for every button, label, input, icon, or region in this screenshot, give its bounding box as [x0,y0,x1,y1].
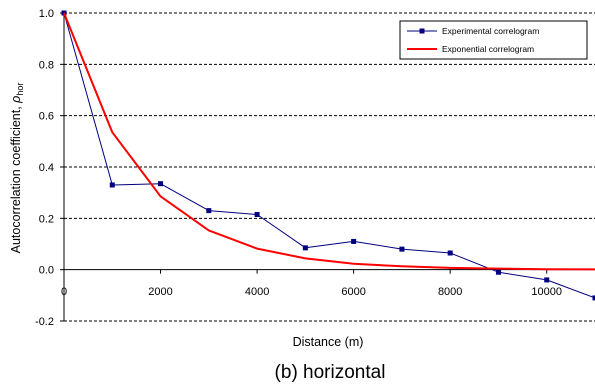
x-tick-label: 4000 [245,286,269,298]
y-tick-label: 0.8 [39,59,54,71]
series-exponential [63,12,595,271]
data-point [447,250,453,256]
gridlines [64,12,595,322]
y-axis-title-symbol: ρ [9,96,23,104]
series-line [63,12,595,271]
data-point [351,238,357,244]
x-axis-title: Distance (m) [293,335,364,349]
data-point [592,295,595,301]
y-axis-title-main: Autocorrelation coefficient, [9,103,23,254]
y-tick-label: 0.2 [39,213,54,225]
data-point [109,182,115,188]
series-layer [61,10,595,301]
series-line [63,12,595,299]
legend-box [399,20,588,60]
data-point [254,211,260,217]
tick-labels: -0.2 0.0 0.2 0.4 0.6 0.8 1.0 0 2000 4000 6000 8000 1… [35,8,562,328]
y-tick-label: 0.4 [39,162,54,174]
legend-swatch-marker [419,28,425,34]
legend-label: Exponential correlogram [442,44,534,54]
data-point [495,269,501,275]
y-tick-label: 0.0 [39,265,54,277]
data-point [206,208,212,214]
legend-label: Experimental correlogram [442,26,539,36]
y-tick-label: 1.0 [39,8,54,20]
data-point [158,181,164,187]
x-tick-label: 8000 [438,286,462,298]
data-point [544,277,550,283]
series-experimental [61,10,595,301]
y-tick-label: -0.2 [35,316,54,328]
data-point [399,246,405,252]
x-tick-label: 6000 [341,286,365,298]
data-point [302,245,308,251]
x-tick-label: 2000 [148,286,172,298]
y-axis-title: Autocorrelation coefficient, ρhor [9,83,25,254]
x-tick-label: 10000 [531,286,562,298]
y-axis-title-subscript: hor [15,83,25,96]
y-tick-label: 0.6 [39,111,54,123]
data-point [61,10,67,16]
chart-caption: (b) horizontal [275,362,386,383]
legend: Experimental correlogram Exponential corr… [399,20,588,60]
x-tick-label: 0 [61,286,67,298]
